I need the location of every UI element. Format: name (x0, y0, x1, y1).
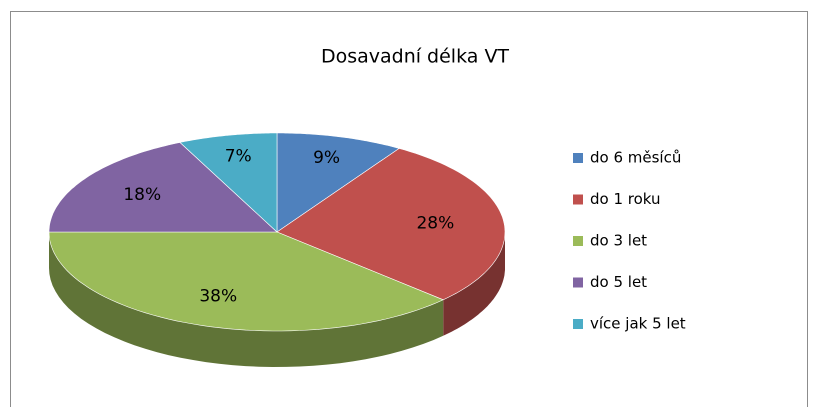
legend-label: do 5 let (590, 273, 647, 291)
legend-label: do 6 měsíců (590, 149, 681, 167)
legend-swatch (573, 194, 583, 205)
pie-tops (48, 132, 506, 332)
legend-label: do 1 roku (590, 190, 661, 208)
data-label: 9% (313, 148, 340, 168)
pie-slice (48, 142, 278, 233)
legend-label: do 3 let (590, 232, 647, 250)
pie-sides (49, 232, 505, 367)
legend-swatch (573, 319, 583, 329)
legend: do 6 měsíců do 1 roku do 3 let do 5 let více… (573, 149, 686, 333)
legend-swatch (573, 153, 583, 163)
pie-side (49, 232, 444, 367)
pie-slice (179, 132, 278, 233)
chart-title: Dosavadní délka VT (321, 46, 509, 68)
legend-swatch (573, 236, 583, 246)
legend-swatch (573, 277, 583, 288)
data-label: 18% (123, 185, 161, 205)
data-labels: 9% 28% 38% 18% 7% (123, 147, 454, 307)
data-label: 28% (416, 213, 454, 233)
pie-side (443, 232, 505, 336)
legend-label: více jak 5 let (590, 315, 686, 333)
pie-slice (276, 148, 506, 301)
data-label: 38% (199, 286, 237, 306)
pie-slice (276, 132, 400, 233)
pie-slice (48, 231, 444, 332)
data-label: 7% (225, 147, 252, 167)
